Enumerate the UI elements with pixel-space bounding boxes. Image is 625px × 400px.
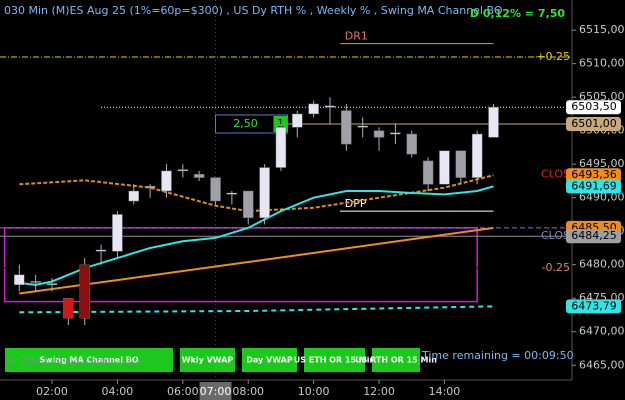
- candle-body: [210, 177, 221, 202]
- price-label: 6503,50: [571, 100, 617, 113]
- level-label: +0.25: [536, 50, 570, 63]
- candle-body: [422, 160, 434, 185]
- candle-body: [439, 150, 450, 185]
- price-label: 6473,79: [571, 299, 617, 312]
- candle-body: [390, 132, 401, 135]
- candle-body: [259, 167, 270, 219]
- level-label: CLOS: [541, 229, 570, 242]
- x-tick-label: 14:00: [429, 385, 461, 398]
- candle-body: [292, 113, 303, 128]
- price-label-box: [566, 229, 621, 244]
- toolbar-button[interactable]: [5, 348, 173, 372]
- price-label-box: [566, 116, 621, 131]
- candle-body: [161, 170, 172, 192]
- current-time-label: 07:00: [200, 385, 232, 398]
- candle-body: [357, 125, 368, 128]
- price-label: 6501,00: [571, 117, 617, 130]
- indicator-line: [19, 174, 494, 213]
- price-label: 6491,69: [571, 179, 617, 192]
- price-label-box: [566, 100, 621, 115]
- toolbar-button-label: US ETH OR 15 Min: [294, 356, 376, 365]
- price-label-box: [566, 168, 621, 183]
- candle-body: [144, 186, 156, 188]
- candle-body: [324, 105, 336, 108]
- level-label: -0.25: [542, 261, 570, 274]
- level-label: CLOS: [541, 167, 570, 180]
- x-tick-label: 10:00: [298, 385, 330, 398]
- candle-body: [14, 274, 25, 286]
- y-tick-label: 6465,00: [579, 358, 625, 371]
- toolbar-button-label: Swing MA Channel BO: [39, 356, 138, 365]
- toolbar-button[interactable]: [180, 348, 235, 372]
- indicator-line: [19, 185, 494, 286]
- candle-body: [63, 297, 74, 319]
- toolbar-button-label: Day VWAP: [246, 356, 293, 365]
- copyright: © 2025 NinjaTrader, LLC: [6, 353, 142, 366]
- candle-body: [30, 281, 41, 283]
- toolbar-button[interactable]: [372, 348, 420, 372]
- y-tick-label: 6505,00: [579, 90, 625, 103]
- price-label-box: [566, 299, 621, 314]
- plot: DR1 +0.25 CLOS DPP CLOS -0.25 2,50 1: [0, 0, 572, 380]
- y-tick-label: 6515,00: [579, 23, 625, 36]
- candle-body: [341, 110, 352, 145]
- x-tick-label: 02:00: [36, 385, 68, 398]
- level-label: DR1: [345, 30, 368, 43]
- toolbar-button[interactable]: [242, 348, 297, 372]
- candle-body: [406, 133, 417, 155]
- x-tick-label: 12:00: [363, 385, 395, 398]
- price-label: 6484,25: [571, 229, 617, 242]
- y-tick-label: 6510,00: [579, 57, 625, 70]
- level-label: DPP: [345, 197, 367, 210]
- candle-body: [128, 190, 140, 202]
- toolbar-button-label: Wkly VWAP: [182, 356, 234, 365]
- candle-body: [112, 214, 123, 252]
- candle-body: [308, 103, 319, 115]
- candle-body: [471, 133, 483, 178]
- x-tick-label: 04:00: [102, 385, 134, 398]
- indicator-line: [19, 226, 494, 295]
- candle-body: [373, 130, 385, 138]
- marker-label: 2,50: [233, 117, 258, 130]
- chart-title: 030 Min (M)ES Aug 25 (1%=60p=$300) , US …: [4, 4, 503, 17]
- y-tick-label: 6480,00: [579, 258, 625, 271]
- change-label: D 0,12% = 7,50: [470, 7, 565, 20]
- price-label: 6493,36: [571, 168, 617, 181]
- candle-body: [79, 264, 90, 319]
- y-tick-label: 6495,00: [579, 157, 625, 170]
- candle-body: [193, 174, 205, 178]
- toolbar-button-label: US RTH OR 15 Min: [355, 356, 437, 365]
- candle-body: [242, 190, 254, 219]
- time-remaining: Time remaining = 00:09:50: [421, 349, 574, 362]
- indicator-line: [19, 305, 494, 314]
- x-tick-label: 06:00: [167, 385, 199, 398]
- toolbar-button[interactable]: [304, 348, 365, 372]
- candle-body: [177, 169, 189, 172]
- candle-body: [275, 127, 287, 168]
- current-time-box: [199, 382, 232, 400]
- candle-body: [455, 150, 467, 178]
- y-tick-label: 6490,00: [579, 191, 625, 204]
- price-label-box: [566, 179, 621, 194]
- candle-body: [488, 106, 499, 138]
- candle-body: [46, 283, 58, 286]
- candle-body: [226, 192, 238, 195]
- x-tick-label: 08:00: [232, 385, 264, 398]
- candle-body: [95, 249, 107, 252]
- marker-count: 1: [277, 117, 284, 130]
- y-tick-label: 6470,00: [579, 325, 625, 338]
